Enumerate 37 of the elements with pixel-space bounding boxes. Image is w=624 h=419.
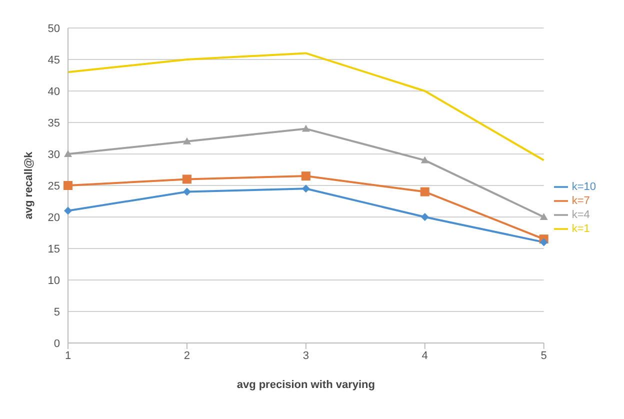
point (420, 156, 429, 164)
legend-label: k=10 (572, 180, 596, 193)
x-axis-title: avg precision with varying (236, 379, 375, 391)
point (182, 188, 191, 196)
legend-label: k=1 (572, 222, 590, 235)
y-tick-label: 45 (48, 54, 60, 66)
point (540, 238, 548, 246)
point (182, 137, 191, 144)
y-tick-label: 50 (48, 22, 60, 35)
y-axis-title: avg recall@k (22, 150, 35, 220)
y-tick-label: 20 (48, 212, 60, 224)
point (540, 213, 548, 220)
legend-label: k=4 (572, 208, 590, 221)
x-tick-label: 3 (302, 350, 309, 362)
y-tick-label: 10 (48, 274, 60, 287)
y-tick-label: 25 (48, 180, 60, 192)
point (420, 213, 429, 221)
line-series (67, 52, 545, 162)
y-tick-label: 35 (48, 117, 60, 130)
y-tick-label: 0 (54, 338, 60, 350)
x-tick-label: 4 (422, 350, 428, 362)
point (64, 206, 72, 215)
x-tick-label: 2 (184, 350, 190, 362)
y-tick-label: 40 (48, 86, 60, 98)
x-tick-label: 1 (64, 350, 72, 362)
point (64, 150, 72, 157)
x-tick-label: 5 (540, 350, 547, 362)
y-tick-label: 15 (48, 243, 60, 256)
y-tick-label: 30 (48, 148, 60, 161)
point (302, 124, 310, 132)
point (182, 174, 192, 184)
point (64, 181, 72, 190)
y-tick-label: 5 (54, 306, 60, 318)
point (420, 187, 430, 196)
legend-label: k=7 (572, 194, 590, 207)
point (301, 172, 310, 181)
point (302, 184, 310, 193)
